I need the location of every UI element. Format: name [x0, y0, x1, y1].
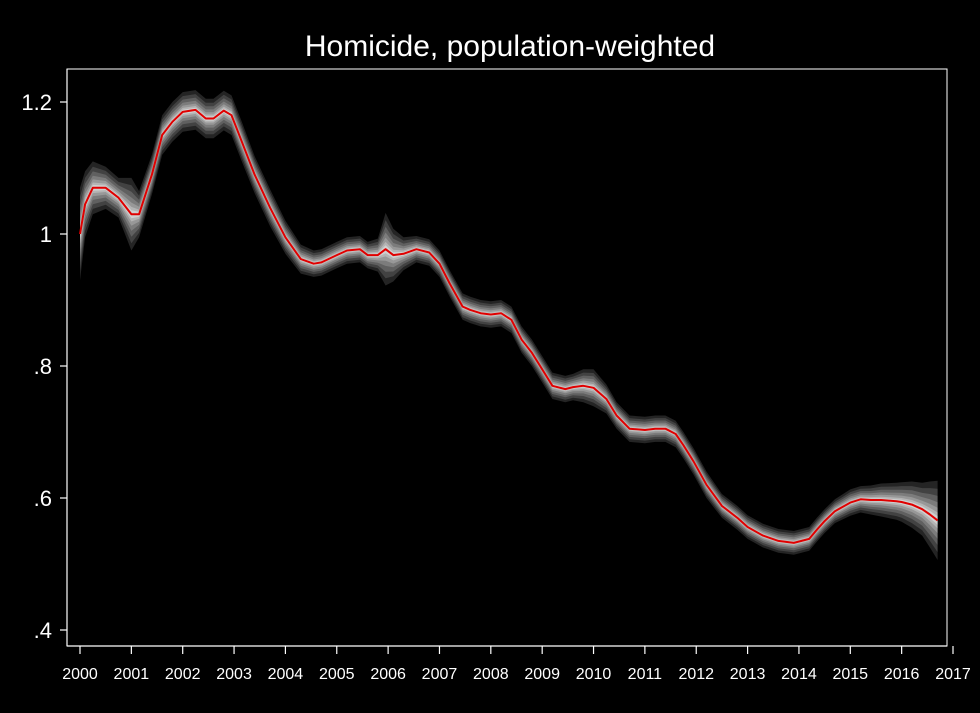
x-tick-label: 2000 [62, 666, 98, 683]
y-tick-label: 1 [40, 222, 52, 247]
y-tick-label: .6 [34, 486, 52, 511]
series-line [79, 108, 939, 544]
x-tick-label: 2012 [678, 666, 714, 683]
chart-title: Homicide, population-weighted [305, 30, 715, 63]
x-tick-label: 2001 [114, 666, 150, 683]
y-tick-label: .4 [34, 618, 52, 643]
x-tick-label: 2006 [370, 666, 406, 683]
x-tick-label: 2007 [422, 666, 458, 683]
x-tick-label: 2016 [884, 666, 920, 683]
x-tick-label: 2015 [832, 666, 868, 683]
x-tick-label: 2013 [730, 666, 766, 683]
x-tick-label: 2011 [628, 666, 663, 683]
y-tick-label: .8 [34, 354, 52, 379]
confidence-band-layer-3 [80, 100, 938, 549]
y-axis: .4 .6 .8 1 1.2 [21, 69, 68, 646]
x-tick-label: 2004 [268, 666, 304, 683]
x-tick-label: 2005 [319, 666, 355, 683]
x-tick-label: 2017 [935, 666, 971, 683]
x-tick-label: 2003 [216, 666, 252, 683]
x-tick-label: 2008 [473, 666, 509, 683]
x-tick-label: 2010 [576, 666, 612, 683]
x-tick-label: 2002 [165, 666, 201, 683]
y-tick-label: 1.2 [21, 90, 52, 115]
confidence-band-layer-1 [80, 94, 938, 553]
series-line-group [79, 108, 939, 544]
confidence-band-layer-2 [80, 97, 938, 551]
x-axis: 2000 2001 2002 2003 2004 2005 2006 2007 2008 2009… [62, 645, 971, 683]
confidence-band-layer-0 [80, 90, 938, 560]
x-tick-label: 2009 [524, 666, 560, 683]
x-tick-label: 2014 [781, 666, 817, 683]
